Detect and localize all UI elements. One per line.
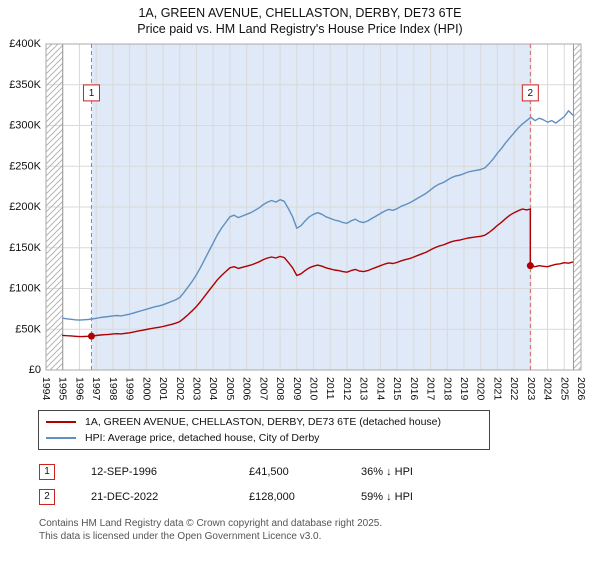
svg-text:£300K: £300K [9,120,41,132]
svg-text:1997: 1997 [90,377,102,401]
svg-text:1996: 1996 [73,377,85,401]
svg-text:2001: 2001 [157,377,169,401]
sale-2-price: £128,000 [249,490,295,503]
svg-text:2014: 2014 [374,377,386,401]
svg-text:2025: 2025 [558,377,570,401]
svg-text:1998: 1998 [107,377,119,401]
svg-text:2007: 2007 [257,377,269,401]
svg-text:2006: 2006 [241,377,253,401]
sale-1-hpi-delta: 36% ↓ HPI [361,465,413,478]
sale-1-number-badge: 1 [39,463,55,480]
legend-label-property: 1A, GREEN AVENUE, CHELLASTON, DERBY, DE7… [85,416,441,428]
svg-text:2026: 2026 [575,377,587,401]
svg-text:£50K: £50K [15,323,41,335]
svg-text:2022: 2022 [508,377,520,401]
svg-text:£350K: £350K [9,79,41,91]
svg-text:2016: 2016 [408,377,420,401]
price-history-chart: 1 2 £0 £50K £100K £150K £200K £250K £300K £350K £4… [9,38,587,401]
sale-annotations: 1 12-SEP-1996 £41,500 36% ↓ HPI 2 21-DEC… [39,459,600,509]
footer-licence: This data is licensed under the Open Gov… [39,531,322,542]
svg-text:1995: 1995 [57,377,69,401]
red-line-swatch [46,421,76,423]
svg-text:2024: 2024 [542,377,554,401]
svg-text:2012: 2012 [341,377,353,401]
sale-2-number-badge: 2 [39,488,55,505]
svg-text:£200K: £200K [9,201,41,213]
svg-text:2011: 2011 [324,377,336,400]
svg-text:£400K: £400K [9,38,41,50]
svg-text:2019: 2019 [458,377,470,401]
sale-2-date: 21-DEC-2022 [91,490,159,503]
sale-2-hpi-delta: 59% ↓ HPI [361,490,413,503]
svg-text:2000: 2000 [140,377,152,401]
chart-subtitle: Price paid vs. HM Land Registry's House … [137,22,463,36]
svg-text:1999: 1999 [124,377,136,401]
legend-label-hpi: HPI: Average price, detached house, City… [85,432,320,444]
svg-text:2005: 2005 [224,377,236,401]
legend-item-hpi: HPI: Average price, detached house, City… [46,430,482,446]
svg-text:£250K: £250K [9,160,41,172]
blue-line-swatch [46,437,76,439]
svg-text:2013: 2013 [358,377,370,401]
svg-text:2023: 2023 [525,377,537,401]
sale-1-date: 12-SEP-1996 [91,465,158,478]
svg-text:2017: 2017 [425,377,437,401]
svg-text:£0: £0 [29,364,41,376]
svg-text:2010: 2010 [308,377,320,401]
svg-text:£150K: £150K [9,242,41,254]
page: 1A, GREEN AVENUE, CHELLASTON, DERBY, DE7… [0,6,600,543]
svg-text:2021: 2021 [491,377,503,401]
svg-text:1: 1 [89,88,95,99]
svg-text:2008: 2008 [274,377,286,401]
sale-row-2: 2 21-DEC-2022 £128,000 59% ↓ HPI [39,484,600,509]
svg-text:2004: 2004 [207,377,219,401]
svg-text:2018: 2018 [441,377,453,401]
svg-text:2003: 2003 [190,377,202,401]
svg-text:2002: 2002 [174,377,186,401]
sale-row-1: 1 12-SEP-1996 £41,500 36% ↓ HPI [39,459,600,484]
svg-text:2020: 2020 [475,377,487,401]
footer: Contains HM Land Registry data © Crown c… [39,517,600,543]
chart-title: 1A, GREEN AVENUE, CHELLASTON, DERBY, DE7… [138,6,462,20]
svg-text:2009: 2009 [291,377,303,401]
legend-item-property: 1A, GREEN AVENUE, CHELLASTON, DERBY, DE7… [46,414,482,430]
svg-text:1994: 1994 [40,377,52,401]
svg-text:£100K: £100K [9,283,41,295]
sale-1-price: £41,500 [249,465,289,478]
svg-text:2015: 2015 [391,377,403,401]
footer-copyright: Contains HM Land Registry data © Crown c… [39,518,383,529]
chart-legend: 1A, GREEN AVENUE, CHELLASTON, DERBY, DE7… [38,410,490,450]
svg-text:2: 2 [528,88,534,99]
